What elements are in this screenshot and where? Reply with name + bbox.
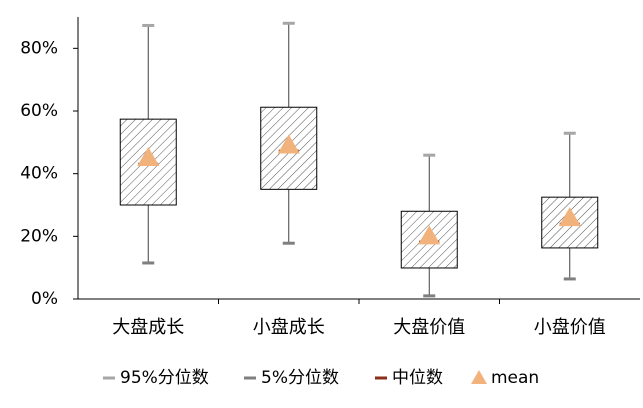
legend-label: mean <box>491 368 539 388</box>
legend-label: 中位数 <box>392 368 443 388</box>
x-tick-label: 小盘成长 <box>253 317 325 338</box>
legend-label: 95%分位数 <box>120 368 209 388</box>
y-tick-label: 40% <box>20 164 58 184</box>
legend-label: 5%分位数 <box>261 368 339 388</box>
mean-marker <box>418 225 441 245</box>
mean-marker <box>277 134 300 154</box>
x-tick-label: 大盘成长 <box>112 317 184 338</box>
legend-swatch <box>471 370 487 384</box>
y-tick-label: 0% <box>31 289 58 309</box>
y-tick-label: 60% <box>20 101 58 121</box>
x-tick-label: 小盘价值 <box>534 317 606 338</box>
y-tick-label: 80% <box>20 38 58 58</box>
mean-marker <box>558 207 581 227</box>
mean-marker <box>137 147 160 166</box>
x-tick-label: 大盘价值 <box>393 317 465 338</box>
y-tick-label: 20% <box>20 226 58 246</box>
